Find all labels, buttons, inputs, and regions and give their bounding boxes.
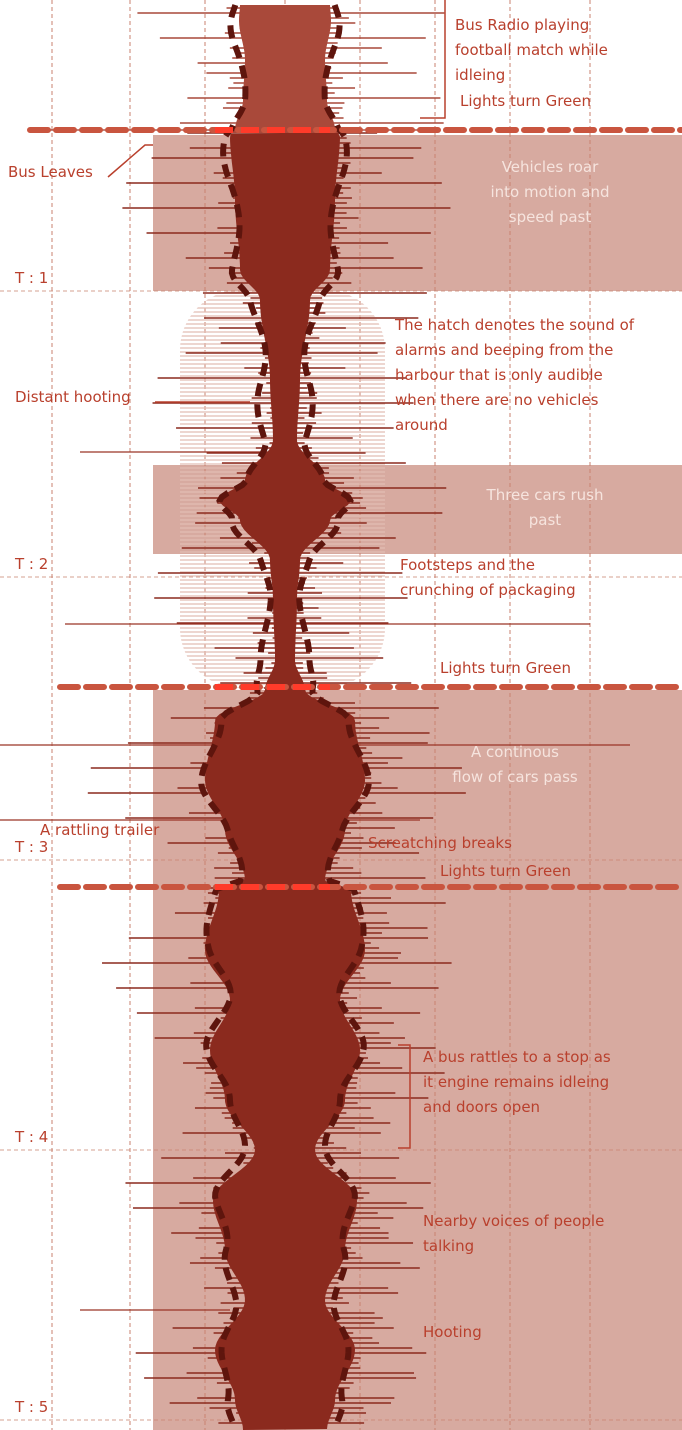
wave-body: [231, 5, 339, 133]
waveform: [0, 4, 630, 1430]
annotation: football match while: [455, 41, 608, 59]
lights-lines: [27, 127, 682, 890]
labels: Bus Radio playing football match while idl…: [8, 16, 635, 1416]
annotation: crunching of packaging: [400, 581, 576, 599]
leaders: [107, 0, 446, 1149]
annotation: Bus Radio playing: [455, 16, 589, 34]
annotation: Screatching breaks: [368, 834, 512, 852]
time-marker: T : 3: [14, 838, 48, 856]
annotation: speed past: [509, 208, 592, 226]
envelope: [198, 4, 274, 1430]
envelope: [296, 4, 372, 1430]
annotation: when there are no vehicles: [395, 391, 599, 409]
time-marker: T : 1: [14, 269, 48, 287]
bracket: [420, 0, 446, 119]
annotation: Lights turn Green: [440, 659, 571, 677]
wave-body: [205, 133, 365, 1430]
annotation: it engine remains idleing: [423, 1073, 609, 1091]
annotation: around: [395, 416, 448, 434]
time-marker: T : 2: [14, 555, 48, 573]
annotation: harbour that is only audible: [395, 366, 603, 384]
annotation: A bus rattles to a stop as: [423, 1048, 611, 1066]
annotation: alarms and beeping from the: [395, 341, 613, 359]
annotation: Lights turn Green: [460, 92, 591, 110]
annotation: Vehicles roar: [502, 158, 599, 176]
leader: [107, 144, 153, 178]
annotation: Bus Leaves: [8, 163, 93, 181]
annotation: A continous: [471, 743, 559, 761]
time-marker: T : 4: [14, 1128, 48, 1146]
annotation: Footsteps and the: [400, 556, 535, 574]
annotation: Hooting: [423, 1323, 482, 1341]
bracket: [398, 1044, 411, 1149]
annotation: idleing: [455, 66, 505, 84]
annotation: Three cars rush: [486, 486, 604, 504]
time-marker: T : 5: [14, 1398, 48, 1416]
annotation: Lights turn Green: [440, 862, 571, 880]
annotation: and doors open: [423, 1098, 540, 1116]
annotation: Distant hooting: [15, 388, 131, 406]
annotation: past: [529, 511, 562, 529]
annotation: A rattling trailer: [40, 821, 160, 839]
annotation: The hatch denotes the sound of: [394, 316, 635, 334]
annotation: Nearby voices of people: [423, 1212, 604, 1230]
annotation: flow of cars pass: [452, 768, 578, 786]
annotation: into motion and: [490, 183, 609, 201]
annotation: talking: [423, 1237, 474, 1255]
